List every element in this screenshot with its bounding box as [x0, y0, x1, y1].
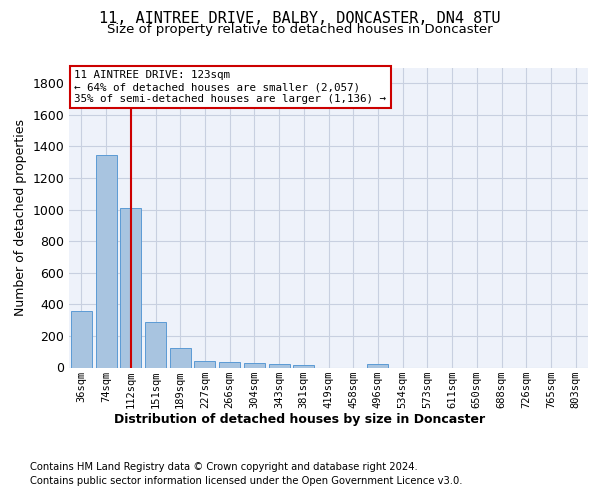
- Text: Size of property relative to detached houses in Doncaster: Size of property relative to detached ho…: [107, 22, 493, 36]
- Bar: [145, 322, 166, 368]
- Bar: [293, 365, 314, 368]
- Bar: [170, 348, 191, 368]
- Text: Contains HM Land Registry data © Crown copyright and database right 2024.: Contains HM Land Registry data © Crown c…: [30, 462, 418, 472]
- Text: 11, AINTREE DRIVE, BALBY, DONCASTER, DN4 8TU: 11, AINTREE DRIVE, BALBY, DONCASTER, DN4…: [99, 11, 501, 26]
- Bar: [269, 364, 290, 368]
- Bar: [244, 363, 265, 368]
- Bar: [95, 155, 116, 368]
- Bar: [219, 362, 240, 368]
- Text: 11 AINTREE DRIVE: 123sqm
← 64% of detached houses are smaller (2,057)
35% of sem: 11 AINTREE DRIVE: 123sqm ← 64% of detach…: [74, 70, 386, 104]
- Bar: [367, 364, 388, 368]
- Y-axis label: Number of detached properties: Number of detached properties: [14, 119, 27, 316]
- Bar: [120, 208, 141, 368]
- Text: Distribution of detached houses by size in Doncaster: Distribution of detached houses by size …: [115, 412, 485, 426]
- Bar: [71, 312, 92, 368]
- Text: Contains public sector information licensed under the Open Government Licence v3: Contains public sector information licen…: [30, 476, 463, 486]
- Bar: [194, 361, 215, 368]
